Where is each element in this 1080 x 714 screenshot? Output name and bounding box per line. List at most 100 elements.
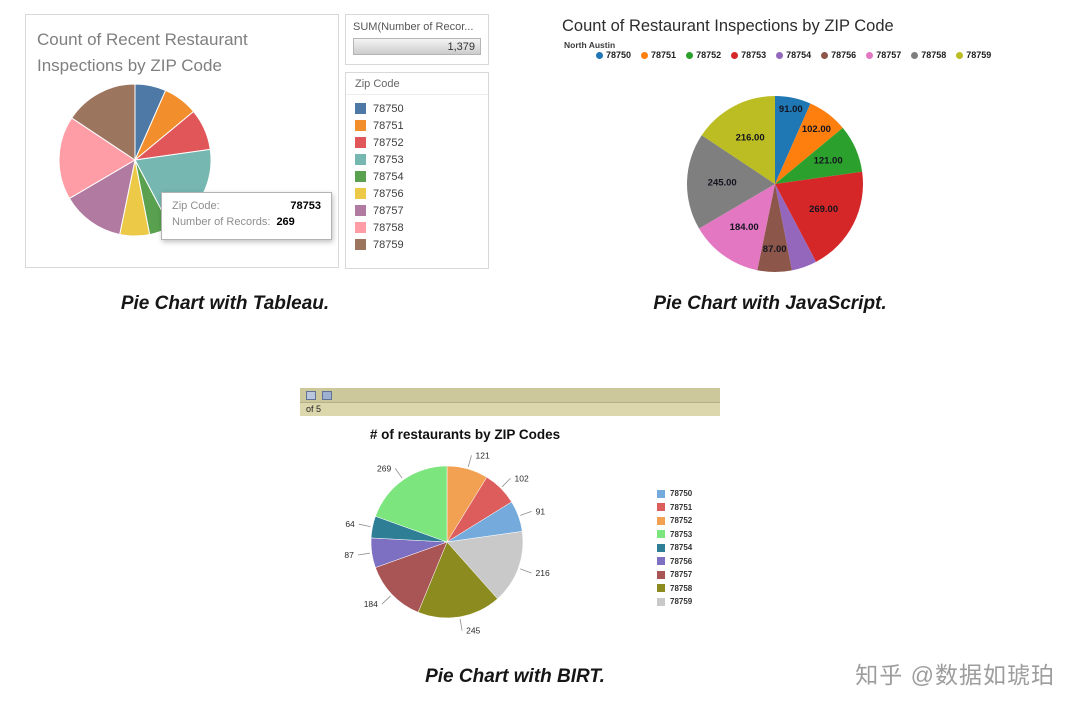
legend-item-78752[interactable]: 78752 <box>355 134 479 151</box>
sum-value-box[interactable]: 1,379 <box>353 38 481 55</box>
pie-slice-78759 <box>446 531 524 600</box>
slice-value-label: 245.00 <box>708 178 737 189</box>
legend-item-78750[interactable]: 78750 <box>355 100 479 117</box>
callout-line <box>381 595 391 605</box>
legend-item-78750: 78750 <box>596 50 631 60</box>
legend-label: 78759 <box>966 50 992 60</box>
tableau-pie-chart <box>58 83 212 237</box>
pie-slice-78759[interactable] <box>71 83 136 161</box>
slice-value-label: 102.00 <box>802 124 831 135</box>
legend-item-78756: 78756 <box>657 555 692 569</box>
legend-label: 78754 <box>786 50 812 60</box>
slice-value-label: 87 <box>344 550 354 560</box>
tooltip-zip-value: 78753 <box>290 200 321 212</box>
callout-line <box>520 511 532 516</box>
javascript-pie-chart: 91.00 102.00 121.00 269.00 87.00 184.00 245.00… <box>687 96 864 273</box>
caption-javascript: Pie Chart with JavaScript. <box>653 293 887 314</box>
tableau-sum-card: SUM(Number of Recor... 1,379 <box>345 14 489 65</box>
tableau-tooltip: Zip Code: 78753 Number of Records: 269 <box>161 192 332 240</box>
legend-swatch <box>355 171 366 182</box>
legend-label: 78753 <box>670 529 693 539</box>
legend-item-78758[interactable]: 78758 <box>355 219 479 236</box>
legend-item-78758: 78758 <box>657 582 692 596</box>
legend-item-78757: 78757 <box>866 50 901 60</box>
legend-swatch <box>355 120 366 131</box>
legend-swatch <box>641 51 649 59</box>
legend-label: 78751 <box>373 119 404 132</box>
legend-label: 78759 <box>373 238 404 251</box>
legend-label: 78750 <box>373 102 404 115</box>
legend-swatch <box>686 51 694 59</box>
legend-swatch <box>596 51 603 59</box>
legend-item-78754[interactable]: 78754 <box>355 168 479 185</box>
legend-item-78754: 78754 <box>776 50 811 60</box>
legend-item-78753: 78753 <box>657 528 692 542</box>
tooltip-records-row: Number of Records: 269 <box>172 216 321 232</box>
tableau-legend-card: Zip Code 78750 78751 78752 78753 78754 78756 7… <box>345 72 489 269</box>
legend-item-78759[interactable]: 78759 <box>355 236 479 253</box>
legend-swatch <box>355 239 366 250</box>
slice-value-label: 91 <box>536 506 546 516</box>
legend-label: 78754 <box>670 543 693 553</box>
legend-swatch <box>355 188 366 199</box>
legend-item-78751[interactable]: 78751 <box>355 117 479 134</box>
legend-swatch <box>657 489 665 498</box>
pie-slice-78754 <box>775 184 817 271</box>
legend-swatch <box>657 557 665 566</box>
pie-slice-78758 <box>417 541 498 619</box>
legend-label: 78757 <box>876 50 902 60</box>
tableau-chart-title: Count of Recent Restaurant Inspections b… <box>37 30 248 75</box>
legend-label: 78753 <box>373 153 404 166</box>
pie-slice-78758[interactable] <box>58 117 136 200</box>
slice-value-label: 64 <box>345 519 355 529</box>
javascript-legend-list: 78750 78751 78752 78753 78754 78756 78757 78758… <box>596 50 1054 60</box>
pie-slice-78750 <box>775 96 811 184</box>
export-icon[interactable] <box>306 390 316 400</box>
legend-swatch <box>657 597 665 606</box>
birt-pie-chart: 121 102 91 216 245 184 87 64 269 <box>344 450 550 636</box>
pie-slice-78757 <box>699 184 775 271</box>
birt-chart-title: # of restaurants by ZIP Codes <box>369 427 561 442</box>
legend-item-78751: 78751 <box>641 50 676 60</box>
slice-value-label: 184 <box>364 599 378 609</box>
legend-item-78756[interactable]: 78756 <box>355 185 479 202</box>
javascript-chart-subtitle: North Austin <box>564 40 616 50</box>
slice-value-label: 269 <box>377 463 391 473</box>
legend-swatch <box>657 570 665 579</box>
legend-swatch <box>911 51 919 59</box>
legend-item-78756: 78756 <box>821 50 856 60</box>
birt-legend-list: 78750 78751 78752 78753 78754 78756 78757 78758… <box>657 487 692 609</box>
legend-swatch <box>657 584 665 593</box>
legend-label: 78758 <box>921 50 947 60</box>
legend-swatch <box>355 137 366 148</box>
legend-item-78753[interactable]: 78753 <box>355 151 479 168</box>
legend-item-78757: 78757 <box>657 568 692 582</box>
legend-item-78757[interactable]: 78757 <box>355 202 479 219</box>
slice-value-label: 121.00 <box>814 156 843 167</box>
legend-label: 78754 <box>373 170 404 183</box>
legend-label: 78756 <box>373 187 404 200</box>
legend-item-78750: 78750 <box>657 487 692 501</box>
legend-swatch <box>355 222 366 233</box>
legend-item-78758: 78758 <box>911 50 946 60</box>
caption-birt: Pie Chart with BIRT. <box>425 666 605 687</box>
birt-toolbar <box>300 388 720 403</box>
slice-value-label: 102 <box>515 473 529 483</box>
legend-swatch <box>657 516 665 525</box>
slice-value-label: 216 <box>536 568 550 578</box>
callout-line <box>467 455 472 468</box>
pie-slice-78758 <box>687 135 775 229</box>
slice-value-label: 269.00 <box>809 204 838 215</box>
callout-line <box>459 618 463 631</box>
legend-item-78759: 78759 <box>657 595 692 609</box>
tableau-legend-list: 78750 78751 78752 78753 78754 78756 78757 78758… <box>346 95 488 258</box>
legend-swatch <box>657 543 665 552</box>
print-icon[interactable] <box>322 390 332 400</box>
legend-swatch <box>821 51 829 59</box>
slice-value-label: 245 <box>466 626 480 636</box>
legend-item-78754: 78754 <box>657 541 692 555</box>
watermark: 知乎 @数据如琥珀 <box>855 662 1055 688</box>
slice-value-label: 184.00 <box>730 222 759 233</box>
pie-slice-78757[interactable] <box>68 159 136 236</box>
